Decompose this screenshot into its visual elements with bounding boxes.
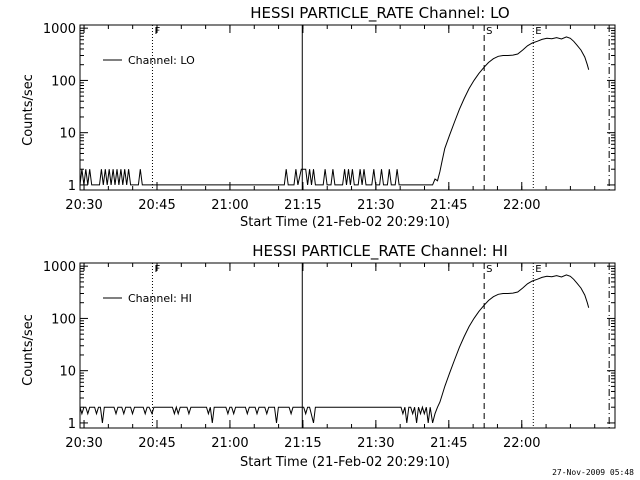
- event-marker-label: S: [486, 26, 492, 37]
- plot-frame: [79, 262, 616, 429]
- data-series: [79, 274, 590, 424]
- event-marker-label: E: [535, 26, 541, 37]
- data-series: [79, 36, 590, 186]
- x-tick-label: 21:15: [284, 198, 321, 213]
- x-tick-label: 21:00: [211, 198, 248, 213]
- panel-hi: HESSI PARTICLE_RATE Channel: HI 1 10 100 10…: [21, 242, 616, 470]
- x-tick-label: 21:30: [357, 198, 394, 213]
- x-tick-label: 20:45: [138, 436, 175, 451]
- chart-title: HESSI PARTICLE_RATE Channel: LO: [250, 4, 509, 23]
- panel-lo: HESSI PARTICLE_RATE Channel: LO 1 10 100 10…: [21, 4, 616, 230]
- x-tick-label: 21:15: [284, 436, 321, 451]
- y-axis-label: Counts/sec: [21, 74, 36, 146]
- x-tick-label: 20:30: [65, 198, 102, 213]
- x-tick-label: 22:00: [503, 198, 540, 213]
- y-tick-label: 1000: [43, 260, 76, 275]
- legend-entry: Channel: HI: [128, 292, 192, 305]
- y-tick-label: 1: [68, 417, 76, 432]
- x-tick-label: 22:00: [503, 436, 540, 451]
- event-marker-label: S: [486, 264, 492, 275]
- y-axis-label: Counts/sec: [21, 314, 36, 386]
- y-tick-label: 1000: [43, 22, 76, 37]
- x-tick-label: 21:45: [430, 436, 467, 451]
- y-tick-label: 100: [51, 312, 76, 327]
- x-axis: 20:30 20:45 21:00 21:15 21:30 21:45 22:00: [65, 25, 596, 213]
- y-axis: 1 10 100 1000: [43, 260, 615, 432]
- x-axis-label: Start Time (21-Feb-02 20:29:10): [240, 215, 450, 230]
- x-tick-label: 20:30: [65, 436, 102, 451]
- series-line: [79, 36, 590, 186]
- x-tick-label: 20:45: [138, 198, 175, 213]
- plot-frame: [79, 24, 616, 191]
- y-axis: 1 10 100 1000: [43, 22, 615, 194]
- timestamp-footer: 27-Nov-2009 05:48: [552, 468, 634, 477]
- x-tick-label: 21:45: [430, 198, 467, 213]
- event-marker-label: F: [154, 264, 160, 275]
- y-tick-label: 100: [51, 74, 76, 89]
- y-tick-label: 1: [68, 179, 76, 194]
- x-tick-label: 21:00: [211, 436, 248, 451]
- event-marker-label: F: [154, 26, 160, 37]
- x-axis: 20:30 20:45 21:00 21:15 21:30 21:45 22:00: [65, 263, 596, 451]
- y-tick-label: 10: [59, 127, 76, 142]
- event-marker-label: E: [535, 264, 541, 275]
- x-axis-label: Start Time (21-Feb-02 20:29:10): [240, 455, 450, 470]
- x-tick-label: 21:30: [357, 436, 394, 451]
- legend: Channel: LO: [103, 54, 195, 67]
- legend: Channel: HI: [103, 292, 192, 305]
- legend-entry: Channel: LO: [128, 54, 195, 67]
- chart-title: HESSI PARTICLE_RATE Channel: HI: [252, 242, 508, 261]
- series-line: [79, 274, 590, 424]
- y-tick-label: 10: [59, 365, 76, 380]
